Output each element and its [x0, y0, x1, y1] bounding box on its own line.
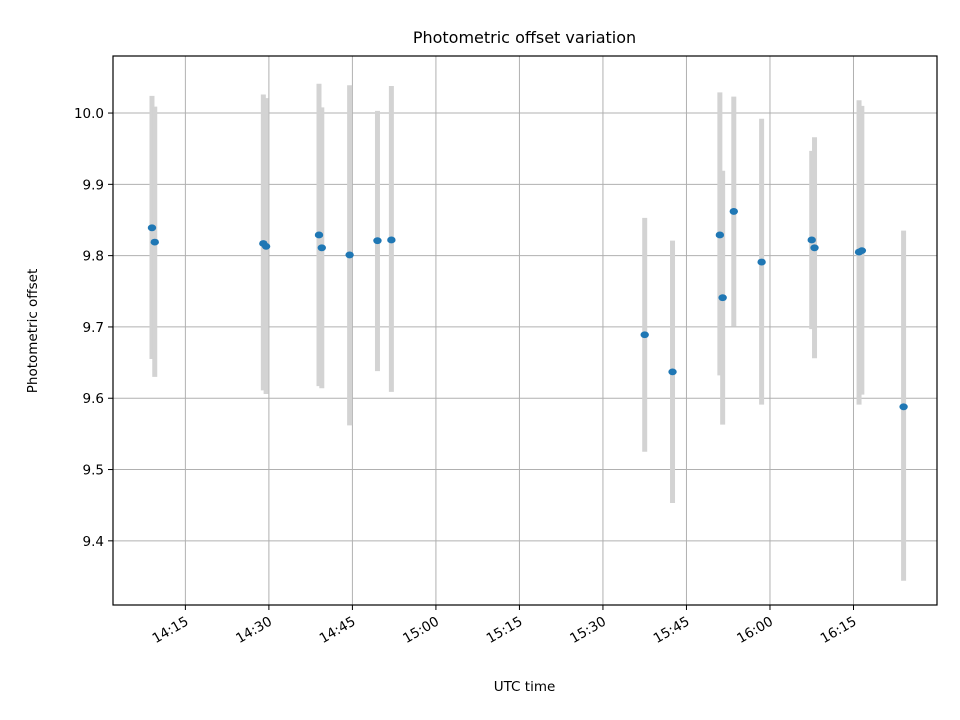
y-axis-ticks: 9.4 9.5 9.6 9.7 9.8 9.9 10.0: [74, 106, 113, 550]
y-tick-label: 9.4: [83, 534, 104, 550]
y-tick-label: 9.7: [83, 320, 104, 336]
data-point: [345, 251, 354, 259]
y-tick-label: 9.6: [83, 391, 104, 407]
data-point: [757, 258, 766, 266]
data-point: [640, 331, 649, 339]
data-point: [373, 237, 382, 245]
x-axis-label: UTC time: [494, 679, 556, 695]
data-point: [729, 208, 738, 215]
data-point: [807, 236, 816, 244]
data-point: [387, 236, 396, 244]
data-point: [857, 247, 867, 255]
grid: [113, 56, 937, 605]
plot-area-frame: [112, 55, 938, 606]
data-point: [317, 244, 326, 252]
y-tick-label: 9.5: [83, 463, 104, 479]
chart-title: Photometric offset variation: [413, 28, 636, 47]
y-tick-label: 10.0: [74, 106, 104, 122]
data-point: [147, 224, 157, 232]
y-axis-label: Photometric offset: [25, 269, 41, 393]
data-point: [810, 244, 819, 252]
y-tick-label: 9.8: [83, 249, 104, 265]
data-point: [668, 368, 677, 376]
data-points: [147, 208, 908, 411]
data-point: [261, 242, 271, 250]
data-point: [314, 231, 324, 239]
y-tick-label: 9.9: [83, 177, 104, 193]
data-point: [899, 403, 908, 411]
data-point: [715, 231, 725, 239]
data-point: [150, 238, 159, 246]
data-point: [718, 294, 727, 302]
